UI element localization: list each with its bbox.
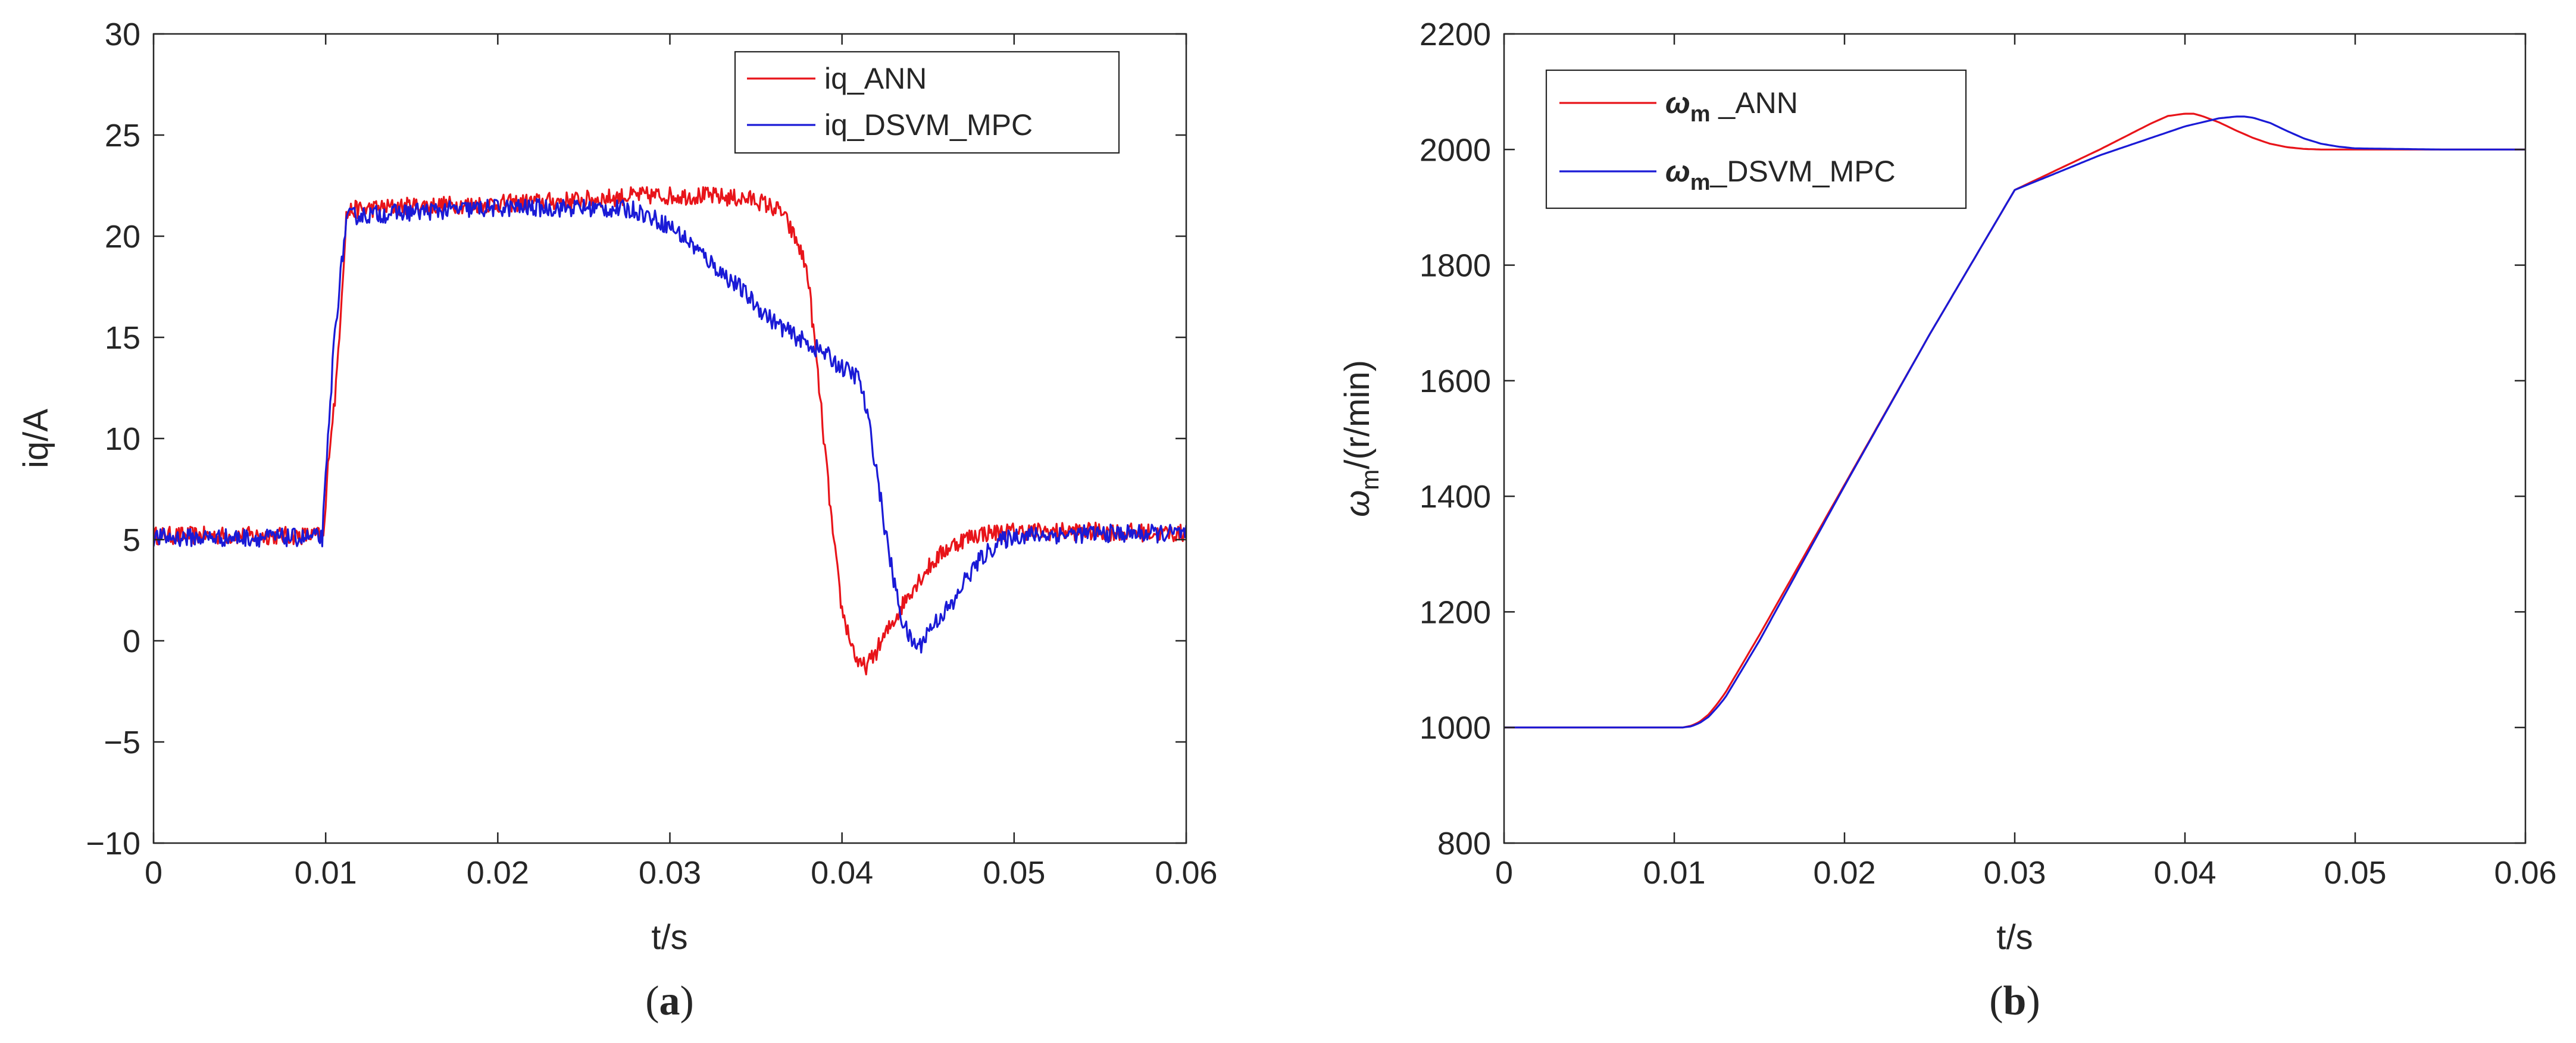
legend-a: iq_ANN iq_DSVM_MPC <box>734 51 1120 154</box>
xtick-label-b-2: 0.02 <box>1813 855 1875 891</box>
ytick-label-b-4: 1600 <box>1420 364 1491 399</box>
ytick-label-a-1: −5 <box>104 725 140 760</box>
xtick-label-b-1: 0.01 <box>1643 855 1705 891</box>
ytick-label-b-2: 1200 <box>1420 594 1491 630</box>
xtick-label-b-6: 0.06 <box>2494 855 2556 891</box>
xtick-label-b-3: 0.03 <box>1983 855 2046 891</box>
ytick-label-a-4: 10 <box>105 421 140 457</box>
legend-b-sub-0: m <box>1690 102 1711 127</box>
ytick-label-b-7: 2200 <box>1420 17 1491 52</box>
caption-b-letter: b <box>2003 978 2027 1024</box>
caption-a: (a) <box>645 978 694 1024</box>
ytick-label-b-1: 1000 <box>1420 710 1491 746</box>
xtick-label-a-2: 0.02 <box>467 855 529 891</box>
xlabel-b: t/s <box>1996 918 2033 957</box>
legend-b-symbol-1: ω <box>1665 155 1690 188</box>
legend-b-label-0: ωm _ANN <box>1665 86 1798 127</box>
ytick-label-b-5: 1800 <box>1420 248 1491 284</box>
legend-a-label-0: iq_ANN <box>824 62 927 95</box>
ylabel-b: ωm/(r/min) <box>1338 360 1384 517</box>
caption-b-open: ( <box>1989 978 2003 1024</box>
xtick-label-a-1: 0.01 <box>295 855 357 891</box>
ytick-label-b-0: 800 <box>1437 826 1491 862</box>
series-line-a-1 <box>154 198 1186 654</box>
ytick-label-b-6: 2000 <box>1420 132 1491 168</box>
xlabel-a: t/s <box>651 918 687 957</box>
ytick-label-a-2: 0 <box>123 624 140 659</box>
caption-a-open: ( <box>645 978 659 1024</box>
ylabel-b-subscript: m <box>1356 469 1384 490</box>
chart-panel-a: 0 0.01 0.02 0.03 0.04 0.05 0.06 −10 −5 0 5 10 15 20 25… <box>17 17 1218 957</box>
axes-b: 0 0.01 0.02 0.03 0.04 0.05 0.06 800 1000 1200 1400… <box>1420 17 2557 891</box>
series-group-b <box>1504 112 2525 729</box>
legend-b-symbol-0: ω <box>1665 86 1690 120</box>
caption-b: (b) <box>1989 978 2040 1024</box>
legend-b-label-1: ωm_DSVM_MPC <box>1665 155 1896 195</box>
xtick-label-a-3: 0.03 <box>639 855 701 891</box>
xtick-label-a-4: 0.04 <box>811 855 873 891</box>
series-line-b-1 <box>1504 115 2525 729</box>
ytick-label-a-8: 30 <box>105 17 140 52</box>
ytick-label-a-6: 20 <box>105 219 140 255</box>
series-group-a <box>154 186 1186 676</box>
ylabel-b-unit: /(r/min) <box>1338 360 1377 469</box>
caption-a-close: ) <box>680 978 694 1024</box>
chart-panel-b: 0 0.01 0.02 0.03 0.04 0.05 0.06 800 1000 1200 1400… <box>1338 17 2557 957</box>
ylabel-b-symbol: ω <box>1338 490 1377 517</box>
caption-b-close: ) <box>2026 978 2040 1024</box>
legend-a-label-1: iq_DSVM_MPC <box>824 108 1033 142</box>
xtick-label-a-5: 0.05 <box>983 855 1045 891</box>
ytick-label-b-3: 1400 <box>1420 479 1491 515</box>
axes-a: 0 0.01 0.02 0.03 0.04 0.05 0.06 −10 −5 0 5 10 15 20 25… <box>86 17 1217 891</box>
xtick-label-b-5: 0.05 <box>2324 855 2386 891</box>
ytick-label-a-7: 25 <box>105 118 140 154</box>
ylabel-a: iq/A <box>17 409 55 468</box>
ytick-label-a-5: 15 <box>105 320 140 356</box>
xtick-label-a-0: 0 <box>145 855 162 891</box>
legend-b-suffix-1: _DSVM_MPC <box>1710 155 1896 188</box>
legend-b-suffix-0: _ANN <box>1711 86 1798 120</box>
ytick-label-a-0: −10 <box>86 826 140 862</box>
xtick-label-b-0: 0 <box>1495 855 1513 891</box>
legend-b-box <box>1545 69 1967 209</box>
xtick-label-b-4: 0.04 <box>2153 855 2216 891</box>
xtick-label-a-6: 0.06 <box>1155 855 1217 891</box>
ytick-label-a-3: 5 <box>123 522 140 558</box>
legend-a-box <box>734 51 1120 154</box>
caption-a-letter: a <box>659 978 680 1024</box>
plot-a-background <box>154 34 1186 843</box>
legend-b-sub-1: m <box>1690 170 1711 195</box>
